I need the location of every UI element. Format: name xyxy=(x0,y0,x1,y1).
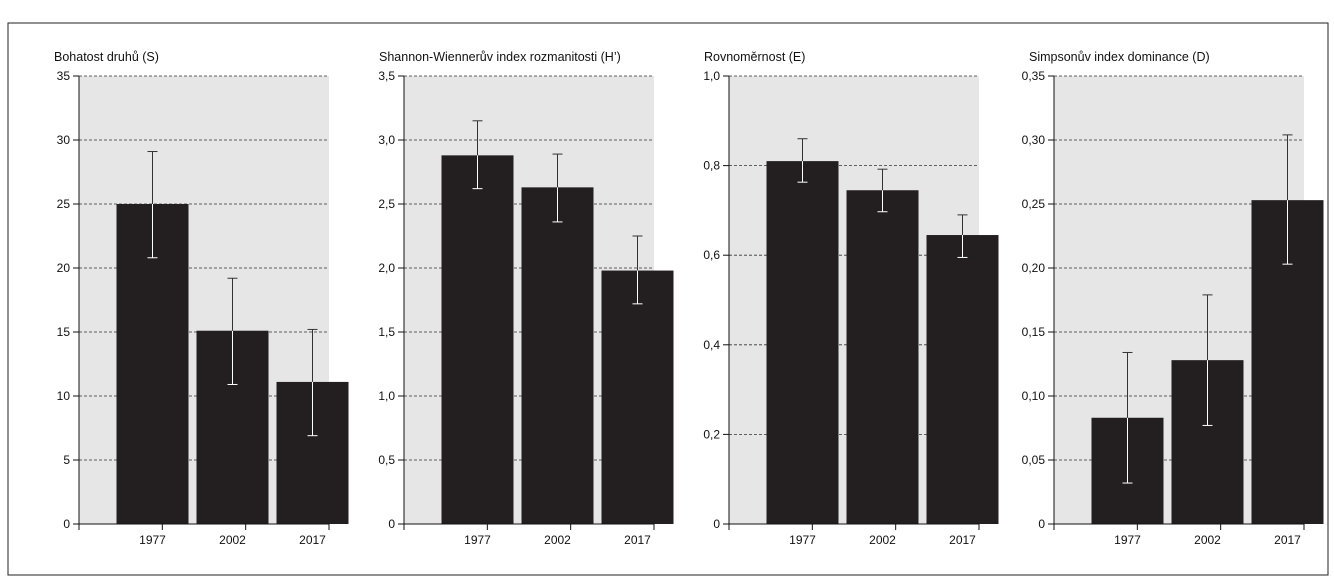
x-tick-label: 2017 xyxy=(1274,533,1301,547)
y-tick-label: 0,4 xyxy=(703,338,720,352)
y-tick-label: 0 xyxy=(63,517,70,531)
y-tick-label: 25 xyxy=(57,197,71,211)
chart-title: Rovnoměrnost (E) xyxy=(704,50,805,64)
y-tick-label: 0,6 xyxy=(703,248,720,262)
y-tick-label: 0,8 xyxy=(703,159,720,173)
x-tick-label: 2002 xyxy=(544,533,571,547)
error-bar-2017 xyxy=(307,328,318,437)
error-bar-1977 xyxy=(472,120,483,190)
error-bar-2017 xyxy=(1282,134,1293,265)
x-tick-label: 2002 xyxy=(219,533,246,547)
y-tick-label: 0 xyxy=(388,517,395,531)
error-bar-1977 xyxy=(1122,351,1133,484)
chart-title: Shannon-Wiennerův index rozmanitosti (H’… xyxy=(379,50,621,64)
y-tick-label: 0,10 xyxy=(1022,389,1046,403)
y-tick-label: 30 xyxy=(57,133,71,147)
y-tick-label: 1,0 xyxy=(378,389,395,403)
x-tick-label: 2017 xyxy=(299,533,326,547)
y-tick-label: 3,0 xyxy=(378,133,395,147)
y-tick-label: 0,5 xyxy=(378,453,395,467)
chart-panel-4: 0 0,05 0,10 0,15 0,20 0,25 0,30 0,35 1977 2002 201… xyxy=(1022,50,1324,547)
y-tick-label: 0,30 xyxy=(1022,133,1046,147)
error-bar-2002 xyxy=(877,168,888,213)
y-tick-label: 5 xyxy=(63,453,70,467)
x-tick-label: 1977 xyxy=(1114,533,1141,547)
bar-2002 xyxy=(521,187,594,525)
y-tick-label: 3,5 xyxy=(378,69,395,83)
y-tick-label: 1,5 xyxy=(378,325,395,339)
y-tick-label: 2,0 xyxy=(378,261,395,275)
y-tick-label: 0 xyxy=(1038,517,1045,531)
error-bar-2002 xyxy=(552,153,563,223)
x-tick-label: 1977 xyxy=(464,533,491,547)
y-tick-label: 15 xyxy=(57,325,71,339)
y-tick-label: 35 xyxy=(57,69,71,83)
y-tick-label: 0,20 xyxy=(1022,261,1046,275)
y-tick-label: 20 xyxy=(57,261,71,275)
y-tick-label: 10 xyxy=(57,389,71,403)
error-bar-2002 xyxy=(1202,294,1213,426)
x-tick-label: 1977 xyxy=(789,533,816,547)
x-tick-label: 2017 xyxy=(624,533,651,547)
y-tick-label: 1,0 xyxy=(703,69,720,83)
x-tick-label: 2017 xyxy=(949,533,976,547)
x-tick-label: 1977 xyxy=(139,533,166,547)
bar-1977 xyxy=(766,161,839,524)
bar-2017 xyxy=(601,270,674,524)
y-tick-label: 0,15 xyxy=(1022,325,1046,339)
chart-panel-1: 0 5 10 15 20 25 30 35 1977 2002 2017 Bohatost druhů… xyxy=(54,50,349,547)
y-tick-label: 0 xyxy=(713,517,720,531)
bar-1977 xyxy=(441,155,514,525)
error-bar-1977 xyxy=(797,138,808,183)
y-tick-label: 0,05 xyxy=(1022,453,1046,467)
error-bar-1977 xyxy=(147,151,158,259)
y-tick-label: 2,5 xyxy=(378,197,395,211)
x-tick-label: 2002 xyxy=(869,533,896,547)
x-tick-label: 2002 xyxy=(1194,533,1221,547)
error-bar-2002 xyxy=(227,277,238,385)
y-tick-label: 0,25 xyxy=(1022,197,1046,211)
chart-panel-2: 0 0,5 1,0 1,5 2,0 2,5 3,0 3,5 1977 2002 2017 Shanno… xyxy=(378,50,674,547)
chart-panel-3: 0 0,2 0,4 0,6 0,8 1,0 1977 2002 2017 Rovnoměrnost… xyxy=(703,50,999,547)
chart-title: Simpsonův index dominance (D) xyxy=(1029,50,1210,64)
error-bar-2017 xyxy=(632,235,643,305)
figure-border xyxy=(7,22,1329,576)
bar-2002 xyxy=(846,190,919,525)
y-tick-label: 0,35 xyxy=(1022,69,1046,83)
error-bar-2017 xyxy=(957,214,968,258)
chart-title: Bohatost druhů (S) xyxy=(54,50,159,64)
bar-2017 xyxy=(926,235,999,525)
y-tick-label: 0,2 xyxy=(703,427,720,441)
